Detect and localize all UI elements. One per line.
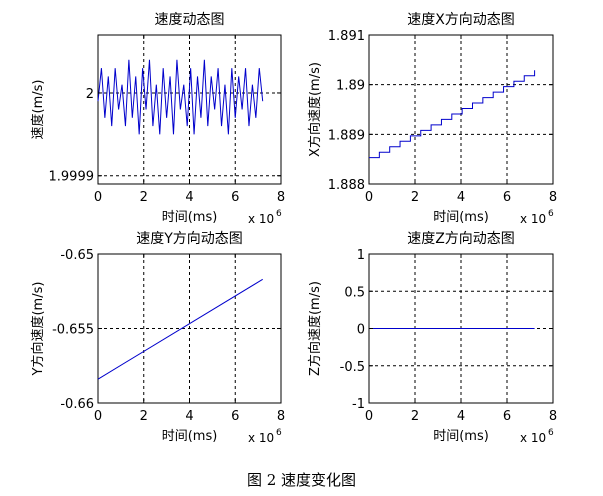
chart-title: 速度Z方向动态图	[407, 231, 515, 247]
x-tick-label: 4	[457, 190, 465, 205]
x-tick-label: 2	[411, 190, 419, 205]
series-line-1	[97, 59, 264, 135]
x-tick-label: 0	[94, 190, 102, 205]
x-axis-multiplier: x 10	[520, 212, 546, 226]
x-tick-label: 2	[411, 409, 419, 424]
series-line-1	[97, 278, 263, 380]
y-tick-label: -0.65	[60, 248, 94, 263]
x-axis-multiplier: x 10	[520, 431, 546, 445]
x-axis-multiplier: x 10	[248, 431, 274, 445]
x-tick-label: 6	[231, 190, 239, 205]
y-tick-label: 1.888	[328, 178, 365, 193]
y-axis-label: 速度(m/s)	[30, 80, 46, 140]
x-axis-label: 时间(ms)	[433, 210, 489, 225]
x-tick-label: 8	[277, 190, 285, 205]
x-axis-label: 时间(ms)	[433, 429, 489, 444]
y-tick-label: 1	[357, 248, 365, 263]
x-tick-label: 8	[549, 190, 557, 205]
x-tick-label: 4	[185, 190, 193, 205]
x-tick-label: 2	[140, 190, 148, 205]
x-axis-multiplier-exponent: 6	[548, 209, 554, 219]
y-tick-label: 1.889	[328, 128, 365, 143]
x-tick-label: 6	[503, 190, 511, 205]
x-tick-label: 0	[365, 409, 373, 424]
x-tick-label: 6	[231, 409, 239, 424]
series-line-1	[369, 70, 536, 159]
x-tick-label: 4	[185, 409, 193, 424]
x-tick-label: 8	[549, 409, 557, 424]
y-tick-label: -0.655	[52, 323, 94, 338]
x-tick-label: 0	[94, 409, 102, 424]
x-tick-label: 0	[365, 190, 373, 205]
chart-title: 速度Y方向动态图	[136, 231, 243, 247]
x-axis-multiplier-exponent: 6	[276, 209, 282, 219]
y-axis-label: X方向速度(m/s)	[307, 62, 323, 157]
figure-caption: 图 2 速度变化图	[246, 471, 357, 489]
chart-title: 速度动态图	[155, 12, 225, 28]
x-axis-label: 时间(ms)	[162, 429, 218, 444]
x-tick-label: 2	[140, 409, 148, 424]
x-tick-label: 8	[277, 409, 285, 424]
y-tick-label: 1.9999	[49, 170, 95, 185]
chart-title: 速度X方向动态图	[407, 12, 515, 28]
y-tick-label: 0	[357, 323, 365, 338]
x-axis-multiplier-exponent: 6	[276, 428, 282, 438]
x-axis-label: 时间(ms)	[162, 210, 218, 225]
y-tick-label: -1	[352, 397, 365, 412]
y-axis-label: Y方向速度(m/s)	[30, 282, 46, 377]
x-tick-label: 4	[457, 409, 465, 424]
x-tick-label: 6	[503, 409, 511, 424]
y-tick-label: 2	[86, 87, 94, 102]
x-axis-multiplier-exponent: 6	[548, 428, 554, 438]
y-tick-label: -0.5	[340, 360, 365, 375]
y-tick-label: 1.89	[336, 79, 365, 94]
x-axis-multiplier: x 10	[248, 212, 274, 226]
y-axis-label: Z方向速度(m/s)	[307, 281, 323, 376]
y-tick-label: 0.5	[344, 285, 365, 300]
y-tick-label: 1.891	[328, 29, 365, 44]
y-tick-label: -0.66	[60, 397, 94, 412]
